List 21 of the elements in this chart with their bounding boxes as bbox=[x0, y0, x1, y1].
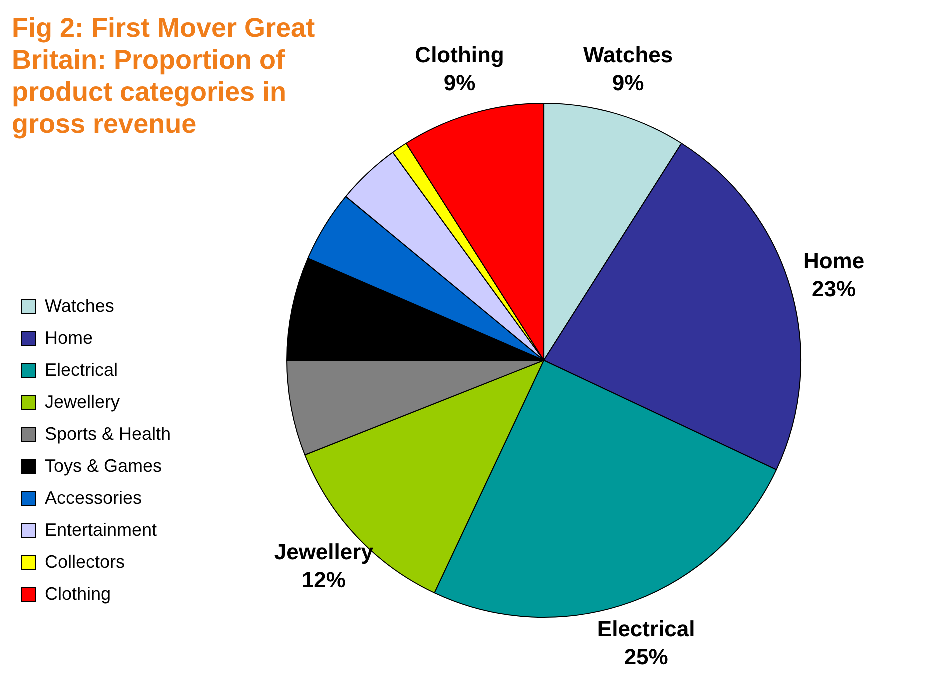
legend-label: Accessories bbox=[45, 488, 142, 508]
text: Fig 2: First Mover Great Britain: Proportion of product categories in gross revenue bbox=[12, 12, 316, 140]
legend-label: Watches bbox=[45, 296, 114, 316]
legend-label: Toys & Games bbox=[45, 456, 162, 476]
legend-label: Collectors bbox=[45, 552, 126, 572]
data-label: 9% bbox=[444, 70, 476, 96]
legend-label: Jewellery bbox=[45, 392, 120, 412]
slice-label: Home bbox=[803, 248, 865, 274]
data-label: 25% bbox=[624, 644, 668, 670]
slice-label: Jewellery bbox=[274, 539, 374, 564]
data-label: 23% bbox=[812, 276, 856, 302]
legend-label: Home bbox=[45, 328, 94, 348]
legend-label: Sports & Health bbox=[45, 424, 172, 444]
slice-label: Electrical bbox=[597, 616, 696, 642]
data-label: 9% bbox=[612, 70, 644, 96]
slice-label: Clothing bbox=[415, 42, 504, 68]
legend-label: Clothing bbox=[45, 584, 112, 604]
slice-label: Watches bbox=[583, 42, 674, 68]
legend-label: Electrical bbox=[45, 360, 118, 380]
legend-label: Entertainment bbox=[45, 520, 158, 540]
data-label: 12% bbox=[302, 567, 346, 592]
